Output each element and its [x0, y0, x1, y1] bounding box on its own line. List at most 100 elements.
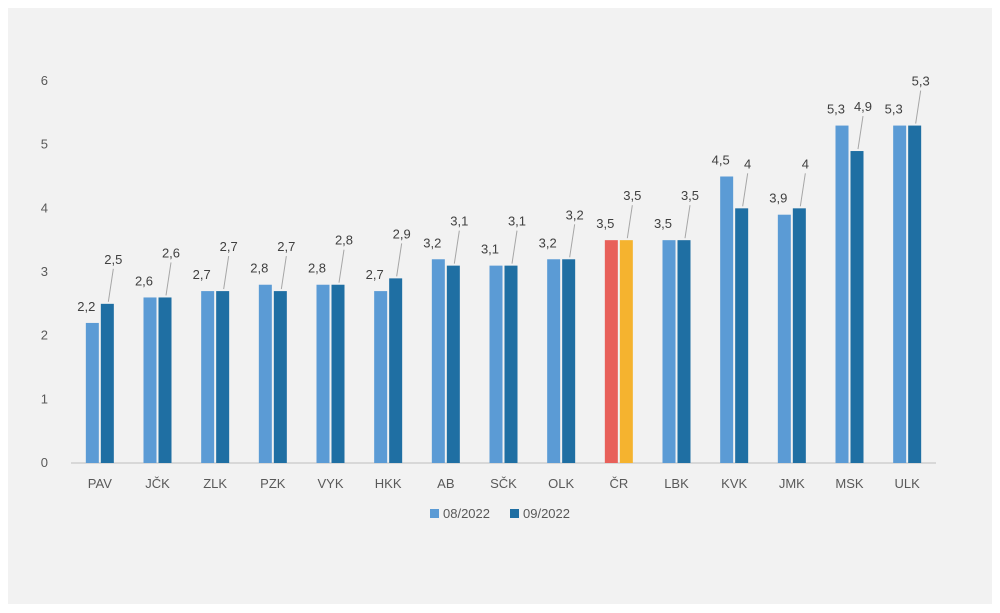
bar-sep-ab	[446, 265, 460, 463]
data-label-sep: 3,1	[450, 214, 468, 229]
legend-swatch	[510, 509, 519, 518]
data-label-aug: 3,1	[481, 242, 499, 257]
data-labels-group: 2,2 2,5 2,6 2,6 2,7 2,7 2,8 2,7 2,8 2,8 2,7 2,9 3,2 3…	[77, 74, 929, 314]
leader-line	[857, 115, 864, 150]
data-label-aug: 3,5	[596, 216, 614, 231]
bar-sep-hkk	[389, 278, 403, 463]
data-label-aug: 3,2	[539, 235, 557, 250]
bar-aug-hkk	[374, 291, 388, 463]
data-label-sep: 2,5	[104, 252, 122, 267]
data-label-sep: 3,5	[681, 188, 699, 203]
x-tick-label: PZK	[260, 476, 286, 491]
y-tick-label: 0	[41, 455, 48, 470]
leader-line	[280, 256, 287, 290]
bar-aug-sčk	[489, 265, 503, 463]
data-label-aug: 3,9	[769, 191, 787, 206]
leader-line	[223, 256, 230, 290]
x-tick-label: JČK	[145, 476, 170, 491]
x-tick-label: VYK	[317, 476, 343, 491]
leader-line	[799, 173, 806, 207]
leader-line	[453, 230, 460, 264]
x-tick-label: ULK	[895, 476, 921, 491]
data-label-aug: 2,7	[193, 267, 211, 282]
data-label-sep: 2,9	[393, 226, 411, 241]
bar-sep-lbk	[677, 240, 691, 463]
data-label-aug: 2,6	[135, 273, 153, 288]
bar-aug-čr	[604, 240, 618, 463]
bar-aug-olk	[547, 259, 561, 463]
leader-line	[338, 249, 345, 283]
bar-sep-sčk	[504, 265, 518, 463]
data-label-aug: 2,2	[77, 299, 95, 314]
x-tick-label: LBK	[664, 476, 689, 491]
leader-line	[107, 268, 114, 302]
data-label-aug: 5,3	[885, 102, 903, 117]
x-tick-label: OLK	[548, 476, 574, 491]
y-tick-label: 1	[41, 391, 48, 406]
bar-sep-kvk	[735, 208, 749, 463]
x-tick-label: ZLK	[203, 476, 227, 491]
leader-line	[684, 205, 691, 239]
bar-sep-msk	[850, 151, 864, 464]
bar-aug-ab	[431, 259, 445, 463]
data-label-sep: 4	[802, 156, 809, 171]
data-label-aug: 5,3	[827, 102, 845, 117]
leader-lines-group	[107, 90, 922, 302]
data-label-sep: 3,5	[623, 188, 641, 203]
data-label-aug: 3,5	[654, 216, 672, 231]
y-axis-ticks: 0 1 2 3 4 5 6	[41, 73, 48, 470]
legend-swatch	[430, 509, 439, 518]
leader-line	[569, 224, 576, 258]
data-label-sep: 2,7	[277, 239, 295, 254]
data-label-aug: 2,8	[250, 261, 268, 276]
leader-line	[511, 230, 518, 264]
bar-sep-olk	[562, 259, 576, 463]
bars-group	[85, 125, 922, 464]
y-tick-label: 6	[41, 73, 48, 88]
x-tick-label: ČR	[609, 476, 628, 491]
bar-sep-ulk	[908, 125, 922, 464]
legend-label: 08/2022	[443, 506, 490, 521]
bar-sep-pzk	[273, 291, 287, 463]
bar-aug-zlk	[201, 291, 215, 463]
data-label-sep: 4,9	[854, 99, 872, 114]
y-tick-label: 3	[41, 264, 48, 279]
bar-aug-jčk	[143, 297, 157, 463]
data-label-aug: 3,2	[423, 235, 441, 250]
x-tick-label: SČK	[490, 476, 517, 491]
legend-label: 09/2022	[523, 506, 570, 521]
legend: 08/2022 09/2022	[430, 506, 570, 521]
x-axis-ticks: PAV JČK ZLK PZK VYK HKK AB SČK OLK ČR LBK KVK JMK MSK…	[88, 476, 920, 491]
x-tick-label: KVK	[721, 476, 747, 491]
leader-line	[742, 173, 749, 207]
bar-sep-jčk	[158, 297, 172, 463]
data-label-sep: 2,8	[335, 233, 353, 248]
bar-aug-msk	[835, 125, 849, 464]
bar-aug-kvk	[720, 176, 734, 463]
bar-sep-čr	[619, 240, 633, 463]
leader-line	[396, 243, 403, 277]
bar-sep-pav	[100, 303, 114, 463]
y-tick-label: 2	[41, 328, 48, 343]
bar-aug-pav	[85, 322, 99, 463]
x-tick-label: PAV	[88, 476, 112, 491]
data-label-aug: 2,8	[308, 261, 326, 276]
y-tick-label: 4	[41, 200, 48, 215]
bar-sep-jmk	[792, 208, 806, 463]
data-label-aug: 4,5	[712, 153, 730, 168]
data-label-sep: 5,3	[912, 74, 930, 89]
x-tick-label: JMK	[779, 476, 805, 491]
x-tick-label: HKK	[375, 476, 402, 491]
data-label-aug: 2,7	[366, 267, 384, 282]
data-label-sep: 2,6	[162, 245, 180, 260]
bar-aug-vyk	[316, 284, 330, 463]
x-tick-label: AB	[437, 476, 454, 491]
bar-sep-zlk	[216, 291, 230, 463]
bar-aug-lbk	[662, 240, 676, 463]
bar-aug-jmk	[777, 214, 791, 463]
bar-aug-pzk	[258, 284, 272, 463]
y-tick-label: 5	[41, 137, 48, 152]
data-label-sep: 2,7	[220, 239, 238, 254]
